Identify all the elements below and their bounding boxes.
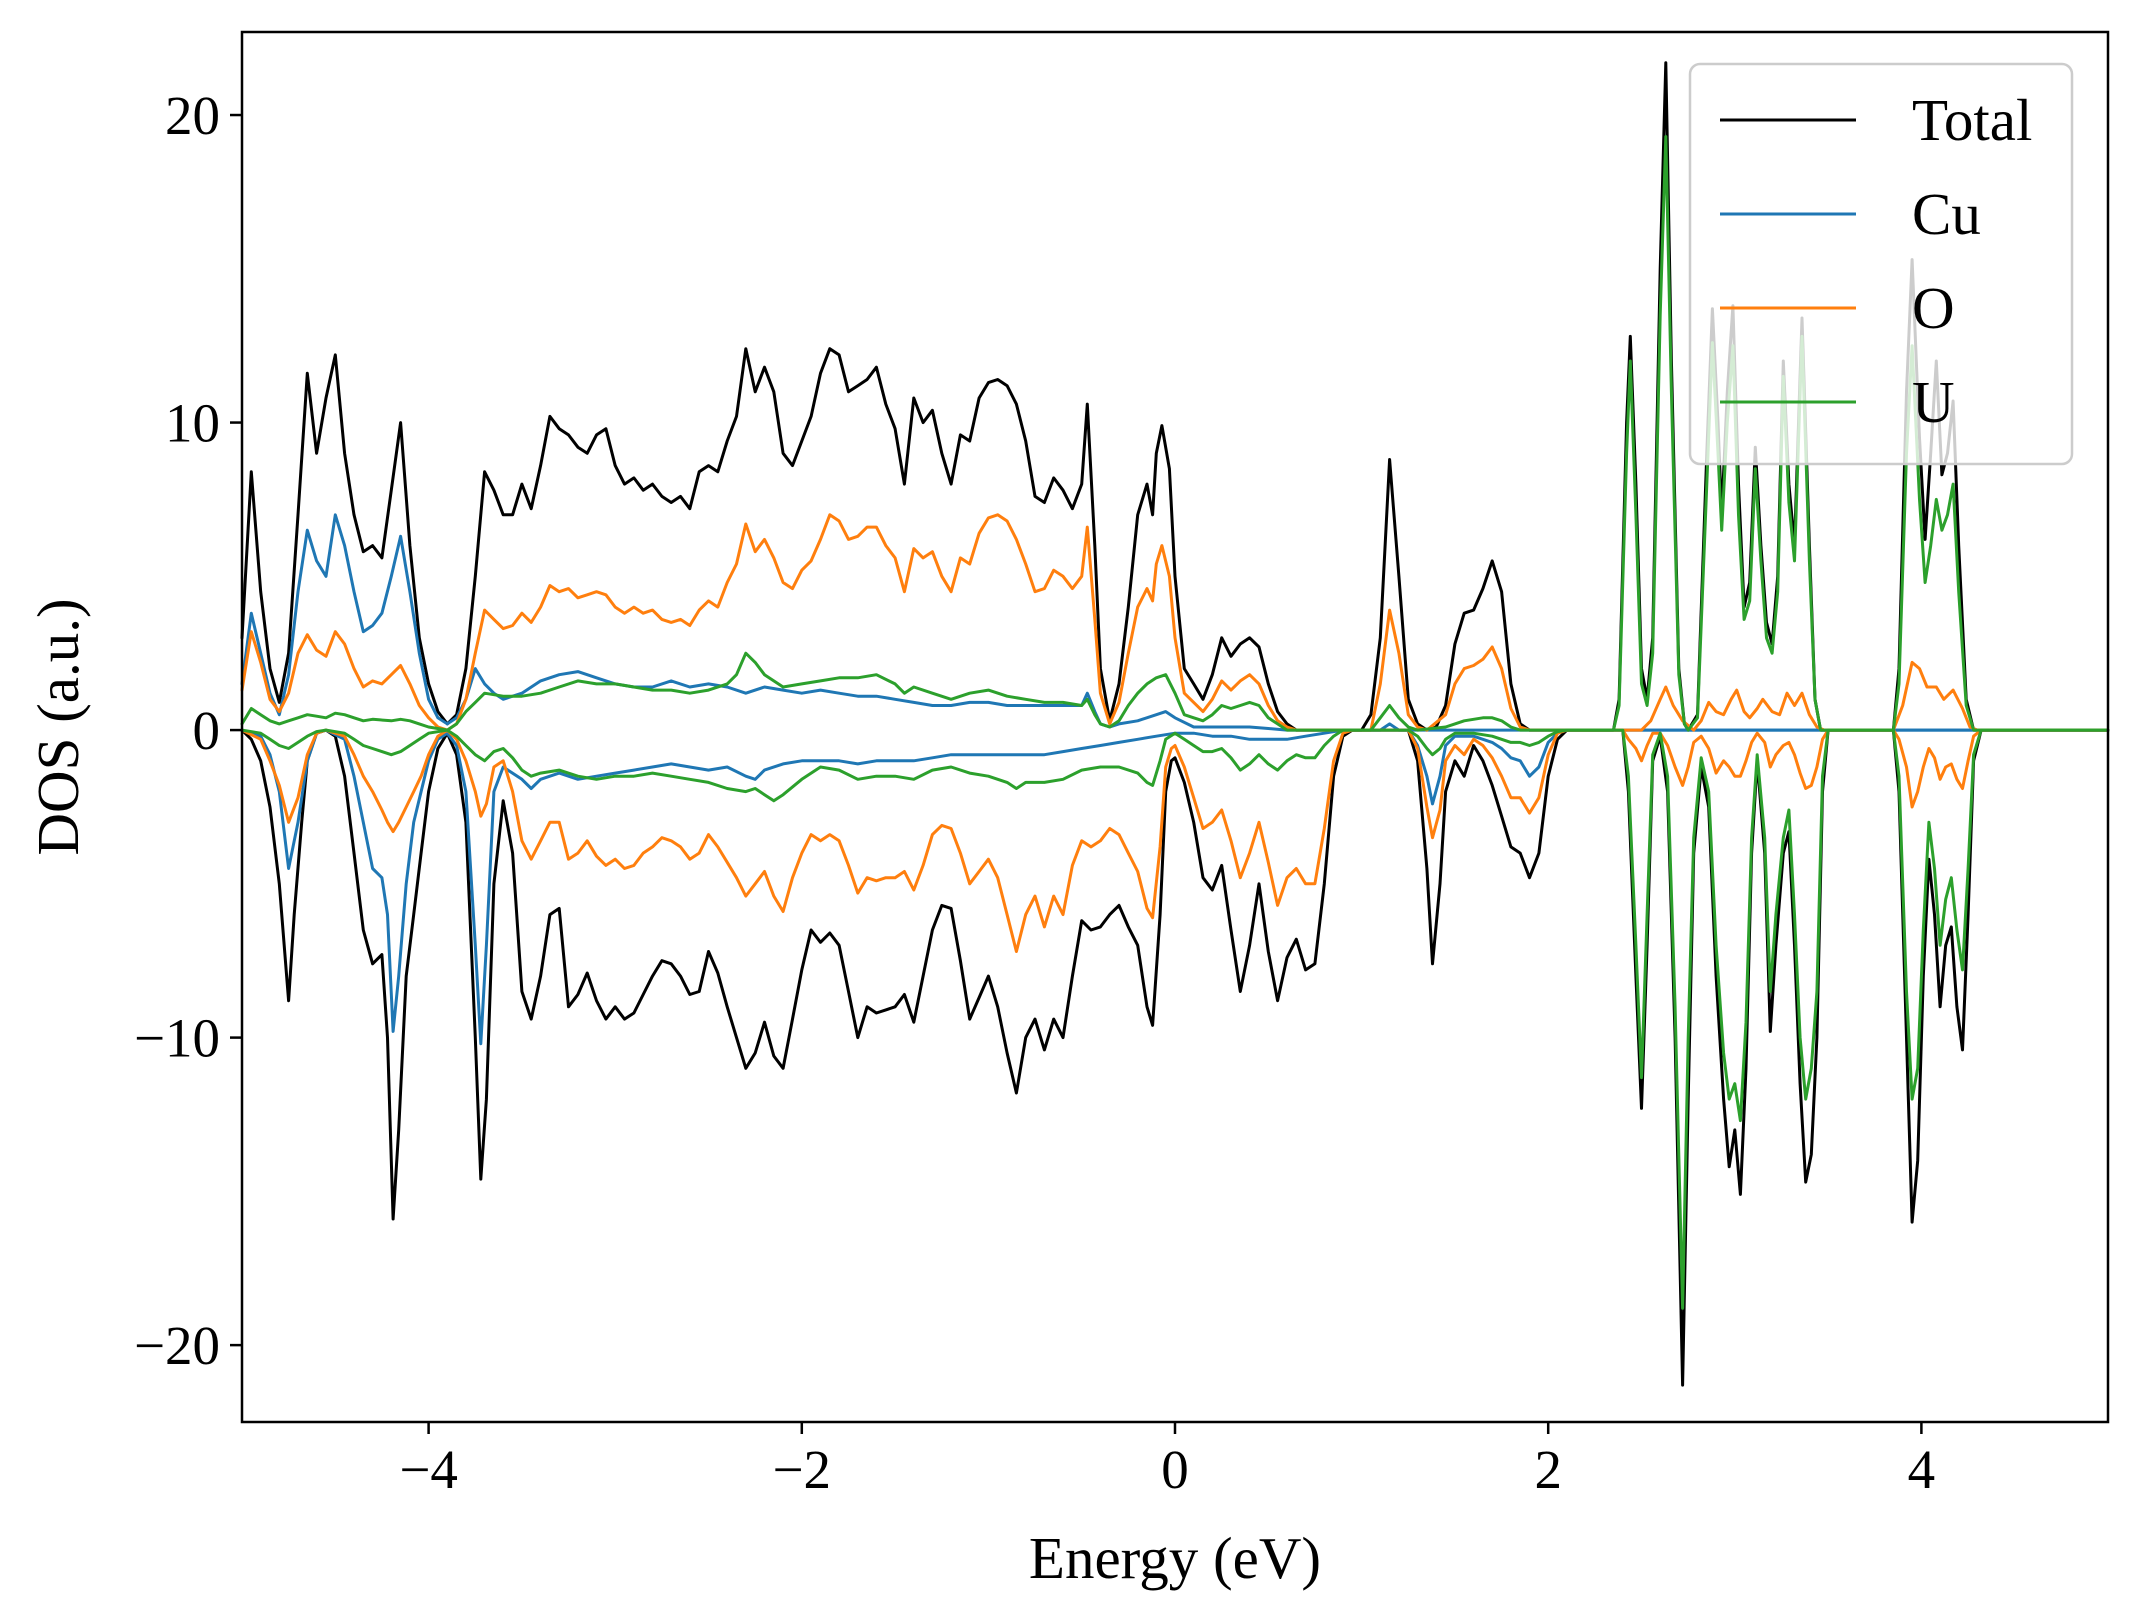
x-axis: −4 −2 0 2 4 <box>399 1422 1935 1500</box>
legend-label-total: Total <box>1912 87 2032 153</box>
plot-lines <box>240 61 2110 1387</box>
y-tick-label: 20 <box>165 85 220 146</box>
y-tick-label: −10 <box>134 1008 220 1069</box>
legend-label-u: U <box>1912 369 1955 435</box>
y-tick-label: −20 <box>134 1315 220 1376</box>
series-u-down-line <box>240 728 2110 1310</box>
series-cu-up-line <box>240 513 2110 732</box>
series-total-down-line <box>240 728 2110 1387</box>
x-tick-label: −4 <box>399 1439 458 1500</box>
x-tick-label: 0 <box>1161 1439 1189 1500</box>
series-o-down-line <box>240 728 2110 953</box>
x-tick-label: −2 <box>773 1439 832 1500</box>
x-tick-label: 2 <box>1534 1439 1562 1500</box>
x-tick-label: 4 <box>1908 1439 1936 1500</box>
y-tick-label: 10 <box>165 393 220 454</box>
series-u-up-line <box>240 135 2110 732</box>
y-tick-label: 0 <box>193 700 221 761</box>
y-axis-label: DOS (a.u.) <box>25 598 91 855</box>
legend-label-cu: Cu <box>1912 181 1981 247</box>
series-cu-down-line <box>240 728 2110 1046</box>
legend: Total Cu OU <box>1688 62 2074 466</box>
series-o-up-line <box>240 513 2110 732</box>
y-axis: −20 −10 0 10 20 <box>134 85 242 1376</box>
legend-box <box>1688 62 2074 466</box>
legend-label-o: O <box>1912 275 1955 341</box>
x-axis-label: Energy (eV) <box>1029 1525 1321 1591</box>
